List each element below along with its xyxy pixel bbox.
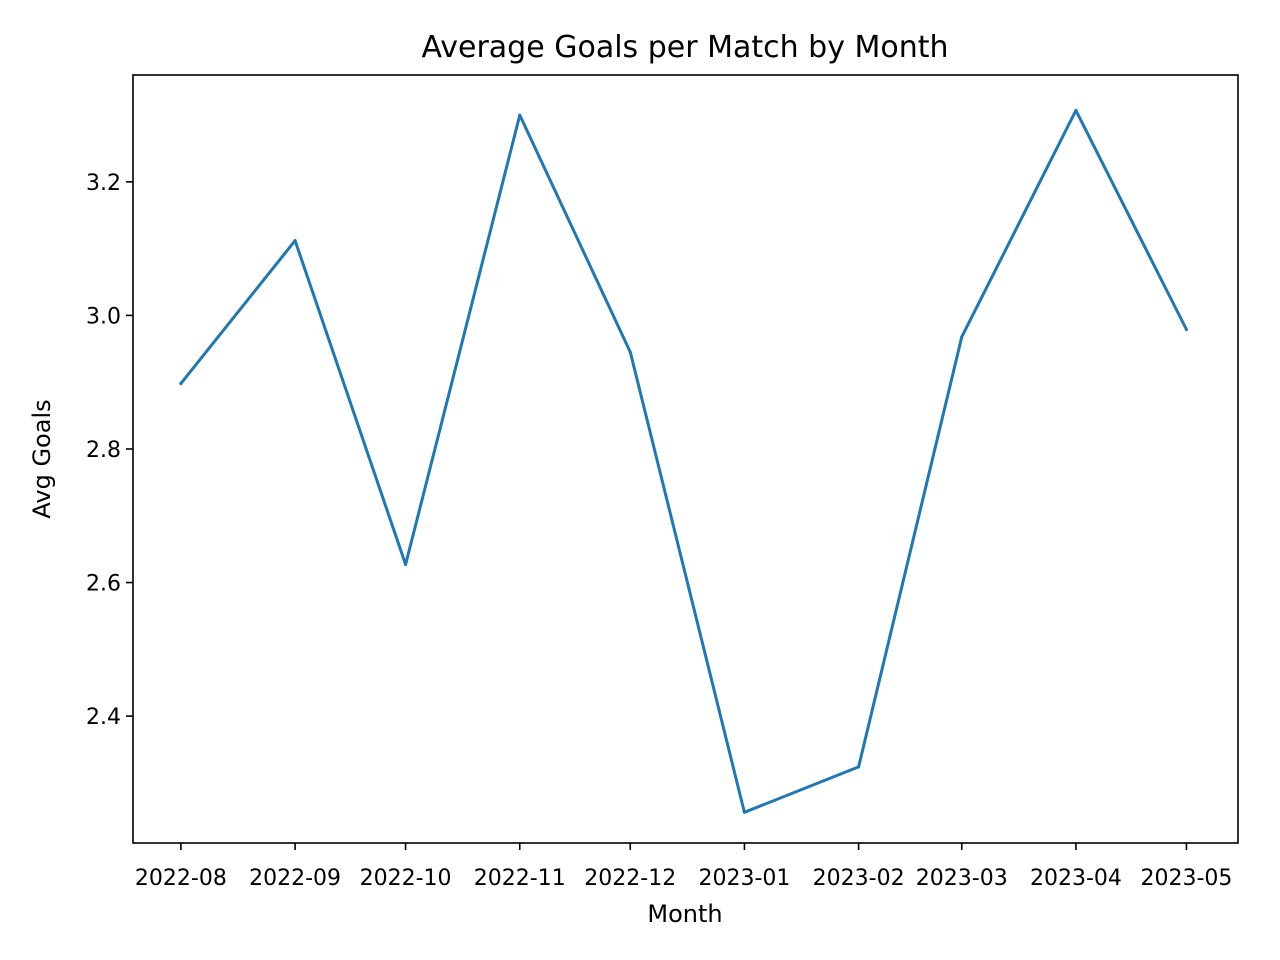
x-axis-label: Month — [647, 900, 722, 928]
data-point — [960, 335, 964, 339]
chart-title: Average Goals per Match by Month — [421, 30, 948, 65]
series-layer — [178, 108, 1189, 814]
data-point — [742, 810, 746, 814]
x-tick-label: 2022-09 — [249, 866, 341, 891]
y-tick-label: 2.8 — [86, 438, 121, 463]
plot-frame — [132, 74, 1239, 844]
y-axis-label: Avg Goals — [28, 399, 56, 518]
x-tick-label: 2023-04 — [1030, 866, 1122, 891]
y-tick-label: 3.2 — [86, 171, 121, 196]
x-tick-label: 2022-12 — [584, 866, 676, 891]
y-tick-label: 2.6 — [86, 572, 121, 597]
x-tick-label: 2023-05 — [1140, 866, 1232, 891]
y-axis-ticks: 2.4 2.6 2.8 3.0 3.2 — [86, 171, 133, 730]
data-point — [404, 563, 408, 567]
x-tick-label: 2023-03 — [916, 866, 1008, 891]
data-point — [628, 350, 632, 354]
x-tick-label: 2023-01 — [698, 866, 790, 891]
x-tick-label: 2022-08 — [135, 866, 227, 891]
series-line — [178, 108, 1189, 814]
data-point — [293, 239, 297, 243]
data-point — [1074, 108, 1078, 112]
data-point — [179, 382, 183, 386]
x-tick-label: 2022-10 — [360, 866, 452, 891]
x-tick-label: 2023-02 — [813, 866, 905, 891]
data-point — [518, 113, 522, 117]
y-tick-label: 3.0 — [86, 304, 121, 329]
x-axis-ticks: 2022-08 2022-09 2022-10 2022-11 2022-12 2023-… — [135, 843, 1232, 891]
y-tick-label: 2.4 — [86, 705, 121, 730]
x-tick-label: 2022-11 — [474, 866, 566, 891]
data-point — [1184, 327, 1188, 331]
data-point — [857, 765, 861, 769]
